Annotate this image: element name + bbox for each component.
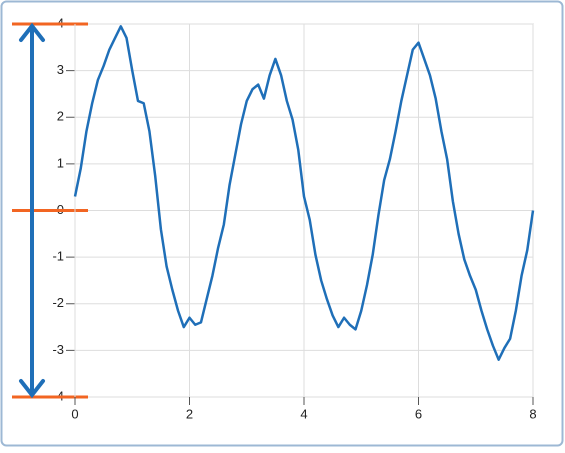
x-tick-label: 4 — [300, 406, 307, 421]
y-tick-label: 2 — [57, 109, 64, 124]
x-tick-label: 6 — [415, 406, 422, 421]
y-tick-label: 1 — [57, 155, 64, 170]
x-tick-label: 0 — [71, 406, 78, 421]
x-tick-label: 8 — [529, 406, 536, 421]
x-tick-label: 2 — [186, 406, 193, 421]
y-tick-label: -2 — [52, 295, 64, 310]
arrow-head — [19, 379, 45, 399]
arrow-head — [19, 22, 45, 42]
y-tick-label: -1 — [52, 249, 64, 264]
y-tick-label: 3 — [57, 62, 64, 77]
y-tick-label: -3 — [52, 342, 64, 357]
data-line — [73, 25, 535, 361]
